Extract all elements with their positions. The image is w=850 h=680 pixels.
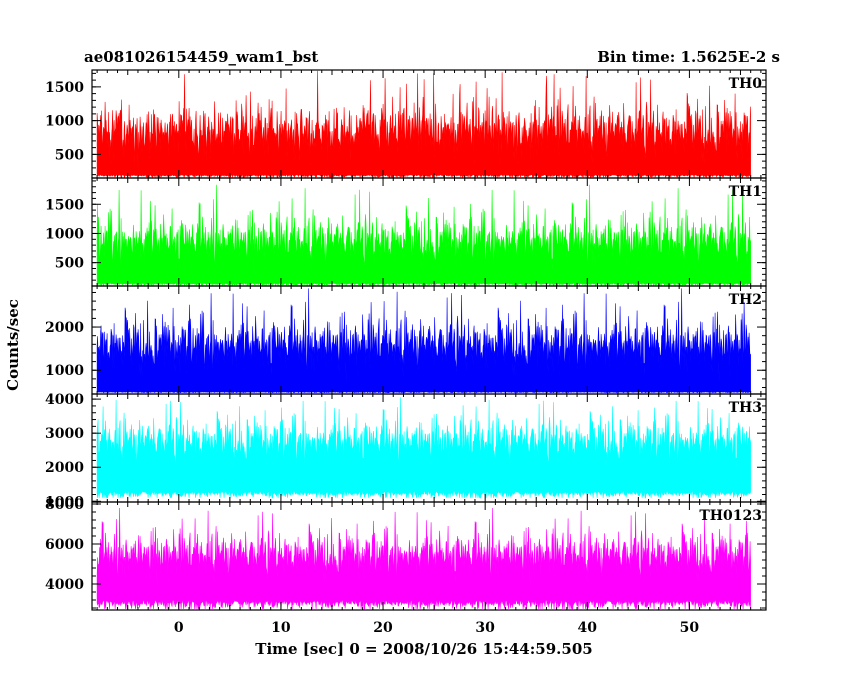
y-tick-label: 500 bbox=[55, 256, 84, 272]
y-tick-label: 500 bbox=[55, 147, 84, 163]
x-tick-label: 0 bbox=[174, 620, 184, 636]
figure-title: ae081026154459_wam1_bst bbox=[84, 48, 318, 66]
panel-th1: 500 1000 1500 TH1 bbox=[45, 177, 767, 287]
y-tick-label: 6000 bbox=[45, 537, 84, 553]
bin-time-label: Bin time: 1.5625E-2 s bbox=[597, 48, 780, 66]
x-tick-label: 20 bbox=[373, 620, 393, 636]
y-tick-label: 8000 bbox=[45, 497, 84, 513]
panel-label-th0: TH0 bbox=[729, 76, 763, 92]
series-th0123-curve bbox=[96, 507, 751, 610]
panel-th0: 500 1000 1500 TH0 bbox=[45, 69, 767, 179]
y-tick-label: 2000 bbox=[45, 460, 84, 476]
series-th1-curve bbox=[96, 184, 751, 286]
x-tick-label: 50 bbox=[680, 620, 700, 636]
y-tick-label: 1000 bbox=[45, 114, 84, 130]
panel-label-th3: TH3 bbox=[729, 400, 762, 416]
panel-th2: 1000 2000 TH2 bbox=[45, 285, 767, 395]
y-tick-label: 1000 bbox=[45, 494, 84, 510]
y-tick-label: 4000 bbox=[45, 392, 84, 408]
x-tick-label: 30 bbox=[475, 620, 495, 636]
y-tick-label: 1000 bbox=[45, 363, 84, 379]
x-axis-label: Time [sec] 0 = 2008/10/26 15:44:59.505 bbox=[255, 640, 592, 658]
x-tick-label: 40 bbox=[578, 620, 598, 636]
series-th3-curve bbox=[96, 397, 751, 499]
x-tick-label: 10 bbox=[271, 620, 291, 636]
y-tick-label: 2000 bbox=[45, 320, 84, 336]
y-tick-label: 4000 bbox=[45, 577, 84, 593]
series-th0-curve bbox=[96, 70, 751, 178]
panel-th3: 1000 2000 3000 4000 TH3 bbox=[45, 392, 767, 510]
panel-frame bbox=[91, 501, 767, 611]
panel-label-th1: TH1 bbox=[729, 184, 762, 200]
series-th2-curve bbox=[96, 288, 751, 394]
y-axis-label: Counts/sec bbox=[4, 299, 22, 391]
panel-label-th0123: TH0123 bbox=[699, 508, 762, 524]
y-tick-label: 1500 bbox=[45, 80, 84, 96]
y-tick-label: 1500 bbox=[45, 197, 84, 213]
y-tick-label: 1000 bbox=[45, 226, 84, 242]
panel-th0123: 4000 6000 8000 TH0123 bbox=[45, 497, 767, 611]
x-axis: 0 10 20 30 40 50 bbox=[174, 620, 699, 636]
y-tick-label: 3000 bbox=[45, 426, 84, 442]
panel-label-th2: TH2 bbox=[729, 292, 762, 308]
